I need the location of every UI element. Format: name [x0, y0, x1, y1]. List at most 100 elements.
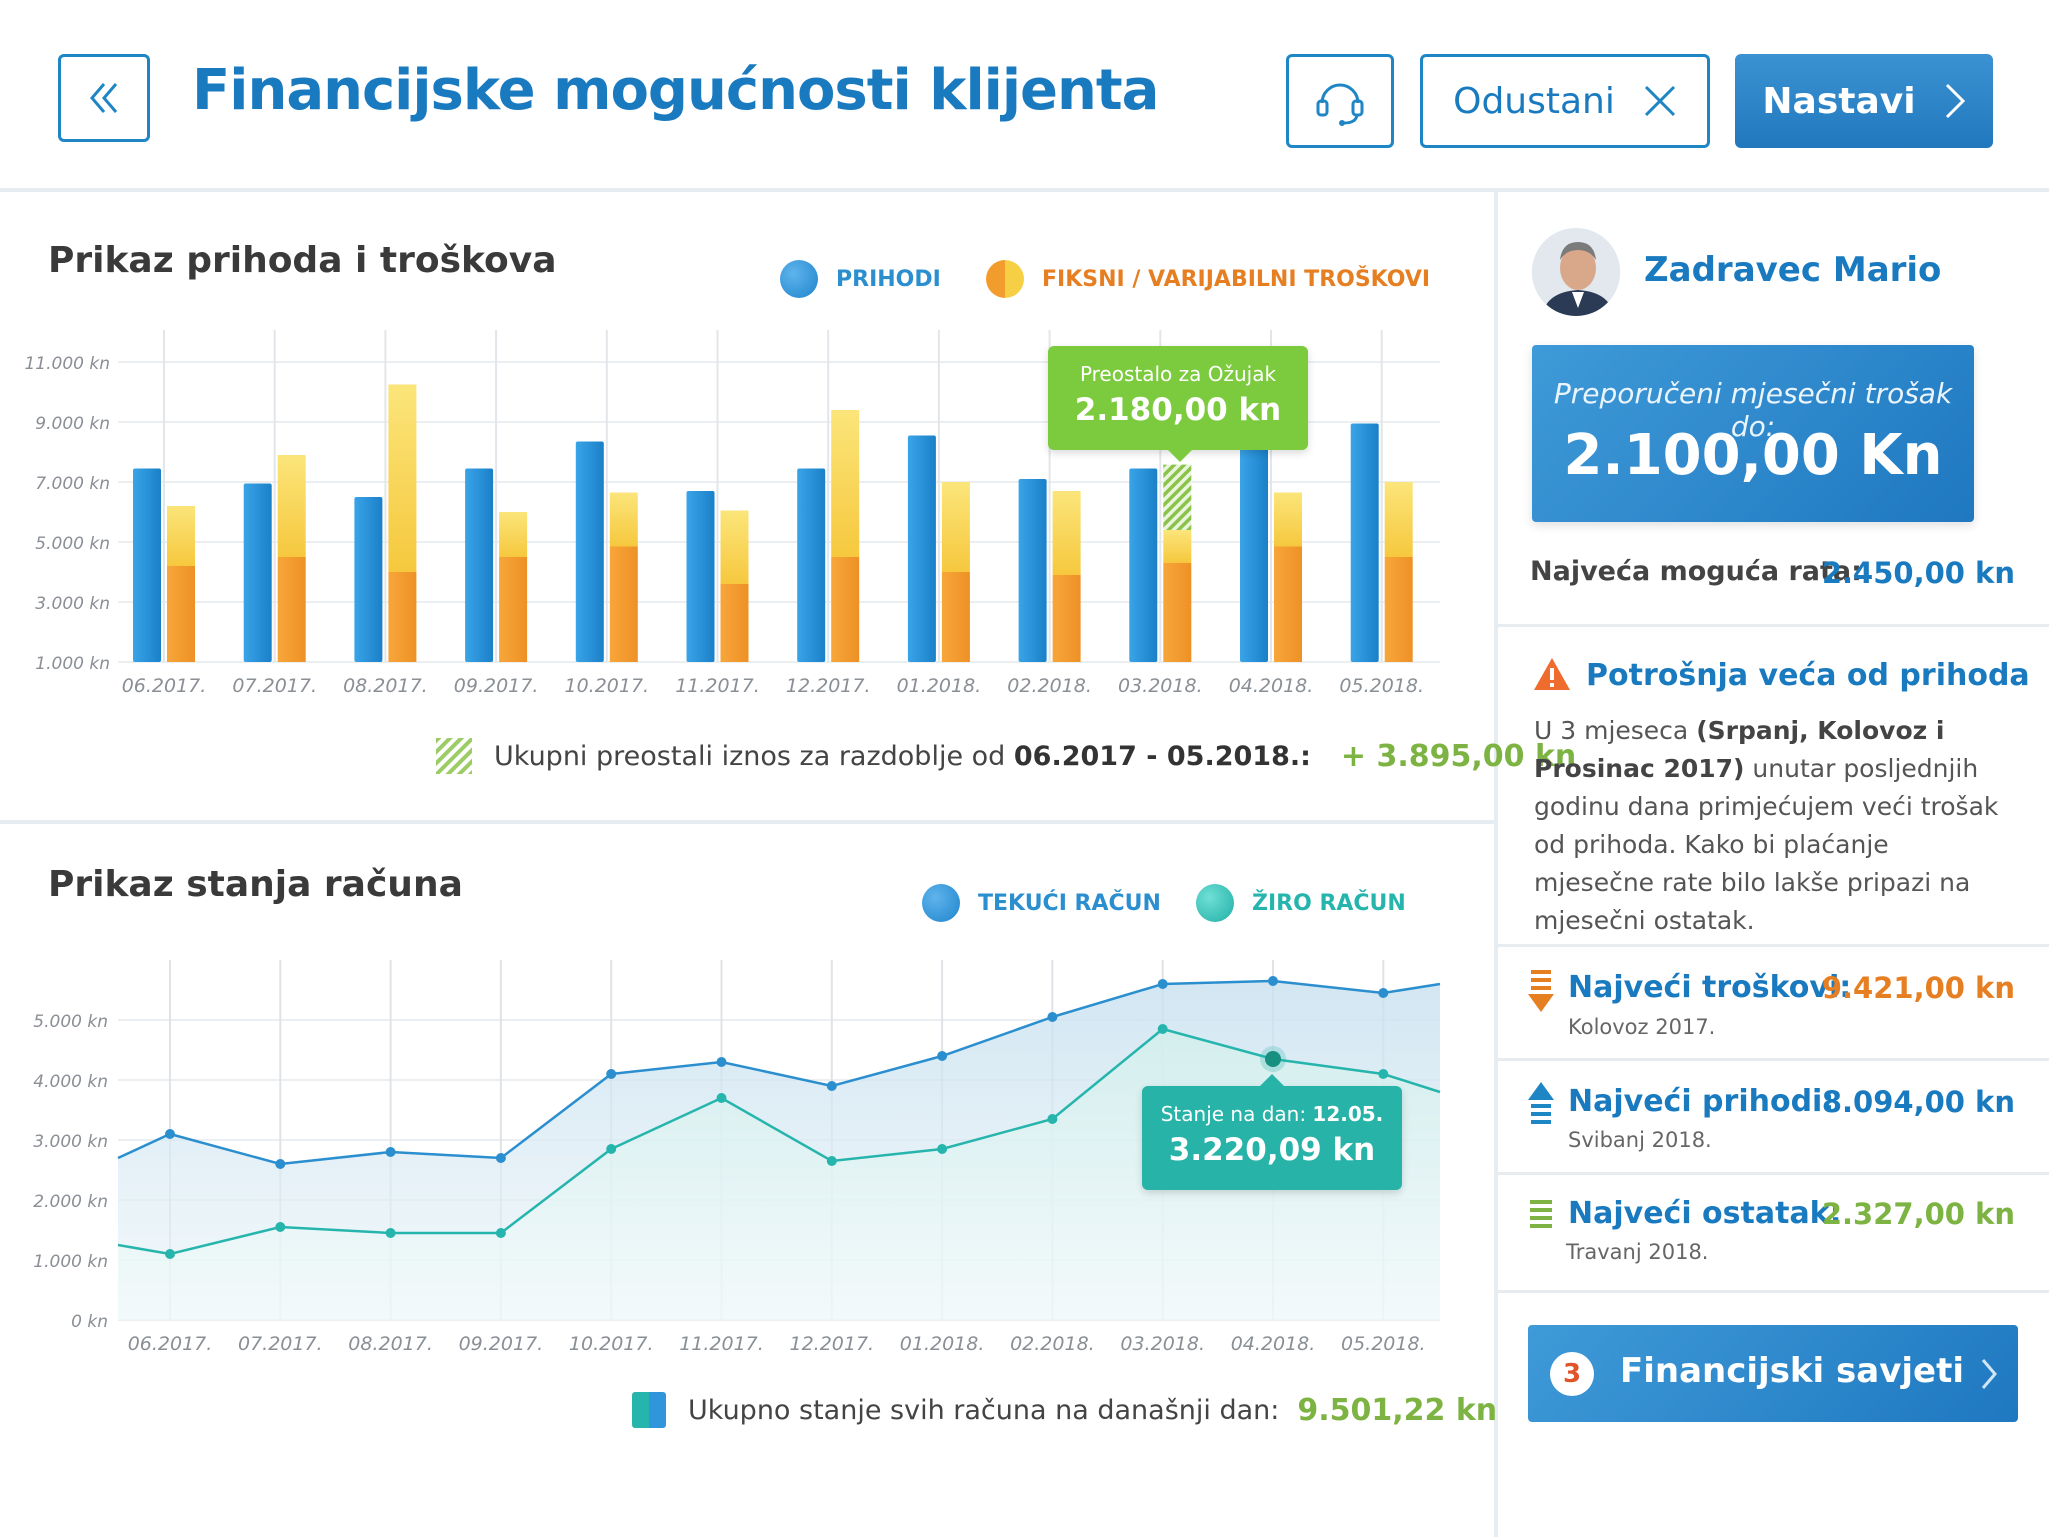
arrow-down-icon [1528, 970, 1554, 1012]
legend-current-dot [922, 884, 960, 922]
income-costs-chart: 11.000 kn 9.000 kn 7.000 kn 5.000 kn 3.000 k… [24, 330, 1440, 697]
x-tick-label: 01.2018. [900, 1333, 985, 1355]
balance-tooltip-value: 3.220,09 kn [1168, 1132, 1376, 1168]
income-bar [133, 468, 161, 662]
giro-account-point [716, 1093, 727, 1103]
x-tick-label: 03.2018. [1120, 1333, 1205, 1355]
income-bar [243, 483, 272, 662]
current-account-point [275, 1159, 286, 1169]
income-summary-label: Ukupni preostali iznos za razdoblje od [494, 740, 1014, 772]
max-rate-value: 2.450,00 kn [1821, 556, 2015, 590]
double-chevron-left-icon [90, 83, 118, 113]
current-account-point [1378, 988, 1389, 998]
balance-tooltip-label: Stanje na dan: [1160, 1102, 1313, 1126]
legend-costs-label: FIKSNI / VARIJABILNI TROŠKOVI [1042, 266, 1431, 292]
advice-count: 3 [1562, 1359, 1582, 1389]
giro-account-point [1157, 1024, 1168, 1034]
fixed-cost-bar [609, 546, 638, 662]
current-account-point [165, 1129, 175, 1139]
income-bar [465, 468, 494, 662]
fixed-cost-bar [388, 572, 417, 662]
income-bar [907, 435, 936, 662]
divider [1498, 1290, 2049, 1293]
next-label: Nastavi [1762, 80, 1916, 122]
chevron-right-icon [1981, 1359, 1997, 1389]
y-tick-label: 4.000 kn [33, 1072, 108, 1092]
current-account-point [495, 1153, 506, 1163]
giro-account-area [118, 1029, 1440, 1320]
divider [1498, 1058, 2049, 1061]
balance-summary-value: 9.501,22 kn [1297, 1392, 1498, 1428]
variable-cost-bar [1384, 482, 1413, 557]
advice-label: Financijski savjeti [1620, 1351, 1965, 1391]
fixed-cost-bar [720, 584, 749, 662]
stat-label: Najveći prihodi: [1568, 1084, 1835, 1119]
stat-sub: Svibanj 2018. [1568, 1128, 1712, 1152]
client-name: Zadravec Mario [1644, 250, 1942, 290]
giro-account-point [385, 1228, 396, 1238]
variable-cost-bar [1163, 530, 1192, 563]
x-tick-label: 10.2017. [569, 1333, 654, 1355]
fixed-cost-bar [167, 566, 195, 662]
variable-cost-bar [831, 410, 860, 557]
current-account-point [826, 1081, 837, 1091]
giro-account-line [117, 1027, 1441, 1256]
legend-giro-label: ŽIRO RAČUN [1252, 890, 1406, 916]
variable-cost-bar [388, 384, 417, 572]
next-button[interactable]: Nastavi [1735, 54, 1993, 148]
legend-costs-dot [986, 260, 1024, 298]
support-button[interactable] [1286, 54, 1394, 148]
fixed-cost-bar [831, 557, 860, 662]
x-tick-label: 06.2017. [122, 675, 207, 697]
accounts-total-icon [632, 1392, 666, 1428]
balance-summary-label: Ukupno stanje svih računa na današnji da… [688, 1394, 1280, 1426]
list-icon [1530, 1200, 1552, 1228]
warning-text-bold: (Srpanj, Kolovoz i Prosinac 2017) [1534, 716, 1945, 783]
current-account-point [385, 1147, 396, 1157]
y-tick-label: 7.000 kn [35, 474, 110, 494]
remaining-tooltip-value: 2.180,00 kn [1074, 392, 1282, 428]
x-tick-label: 07.2017. [238, 1333, 323, 1355]
variable-cost-bar [499, 512, 528, 557]
balance-summary: Ukupno stanje svih računa na današnji da… [632, 1392, 1497, 1428]
balance-chart: 5.000 kn 4.000 kn 3.000 kn 2.000 kn 1.000 kn… [33, 960, 1441, 1355]
highlight-point [1265, 1051, 1281, 1067]
current-account-point [716, 1057, 727, 1067]
x-tick-label: 09.2017. [459, 1333, 544, 1355]
stat-label: Najveći troškovi: [1568, 970, 1852, 1005]
chevron-right-icon [1945, 83, 1965, 119]
back-button[interactable] [58, 54, 150, 142]
divider [1498, 944, 2049, 947]
x-tick-label: 04.2018. [1229, 675, 1314, 697]
balance-tooltip-date: 12.05. [1312, 1102, 1384, 1126]
x-tick-label: 01.2018. [897, 675, 982, 697]
financial-advice-button[interactable]: 3 Financijski savjeti [1528, 1325, 2018, 1422]
cancel-button[interactable]: Odustani [1420, 54, 1710, 148]
y-tick-label: 1.000 kn [33, 1252, 108, 1272]
income-bar [354, 497, 383, 662]
giro-account-point [495, 1228, 506, 1238]
x-tick-label: 11.2017. [675, 675, 760, 697]
fixed-cost-bar [1052, 575, 1081, 662]
legend-income-dot [780, 260, 818, 298]
balance-tooltip: Stanje na dan: 12.05. 3.220,09 kn [1142, 1074, 1402, 1190]
x-tick-label: 05.2018. [1339, 675, 1424, 697]
warning-icon [1534, 658, 1570, 690]
current-account-point [1268, 976, 1278, 986]
variable-cost-bar [720, 510, 749, 584]
variable-cost-bar [277, 455, 306, 557]
income-bar [1129, 468, 1158, 662]
variable-cost-bar [1052, 491, 1081, 575]
stat-value: 9.421,00 kn [1821, 971, 2015, 1005]
y-tick-label: 5.000 kn [35, 534, 110, 554]
giro-account-point [165, 1249, 175, 1259]
divider [1498, 624, 2049, 627]
income-summary: Ukupni preostali iznos za razdoblje od 0… [436, 738, 1576, 774]
cancel-label: Odustani [1453, 80, 1615, 122]
fixed-cost-bar [1274, 546, 1302, 662]
income-bar [797, 468, 826, 662]
income-bar [1018, 479, 1047, 662]
income-bar [575, 441, 604, 662]
header: Financijske mogućnosti klijenta Odustani… [0, 0, 2049, 192]
income-summary-value: + 3.895,00 kn [1340, 738, 1577, 774]
